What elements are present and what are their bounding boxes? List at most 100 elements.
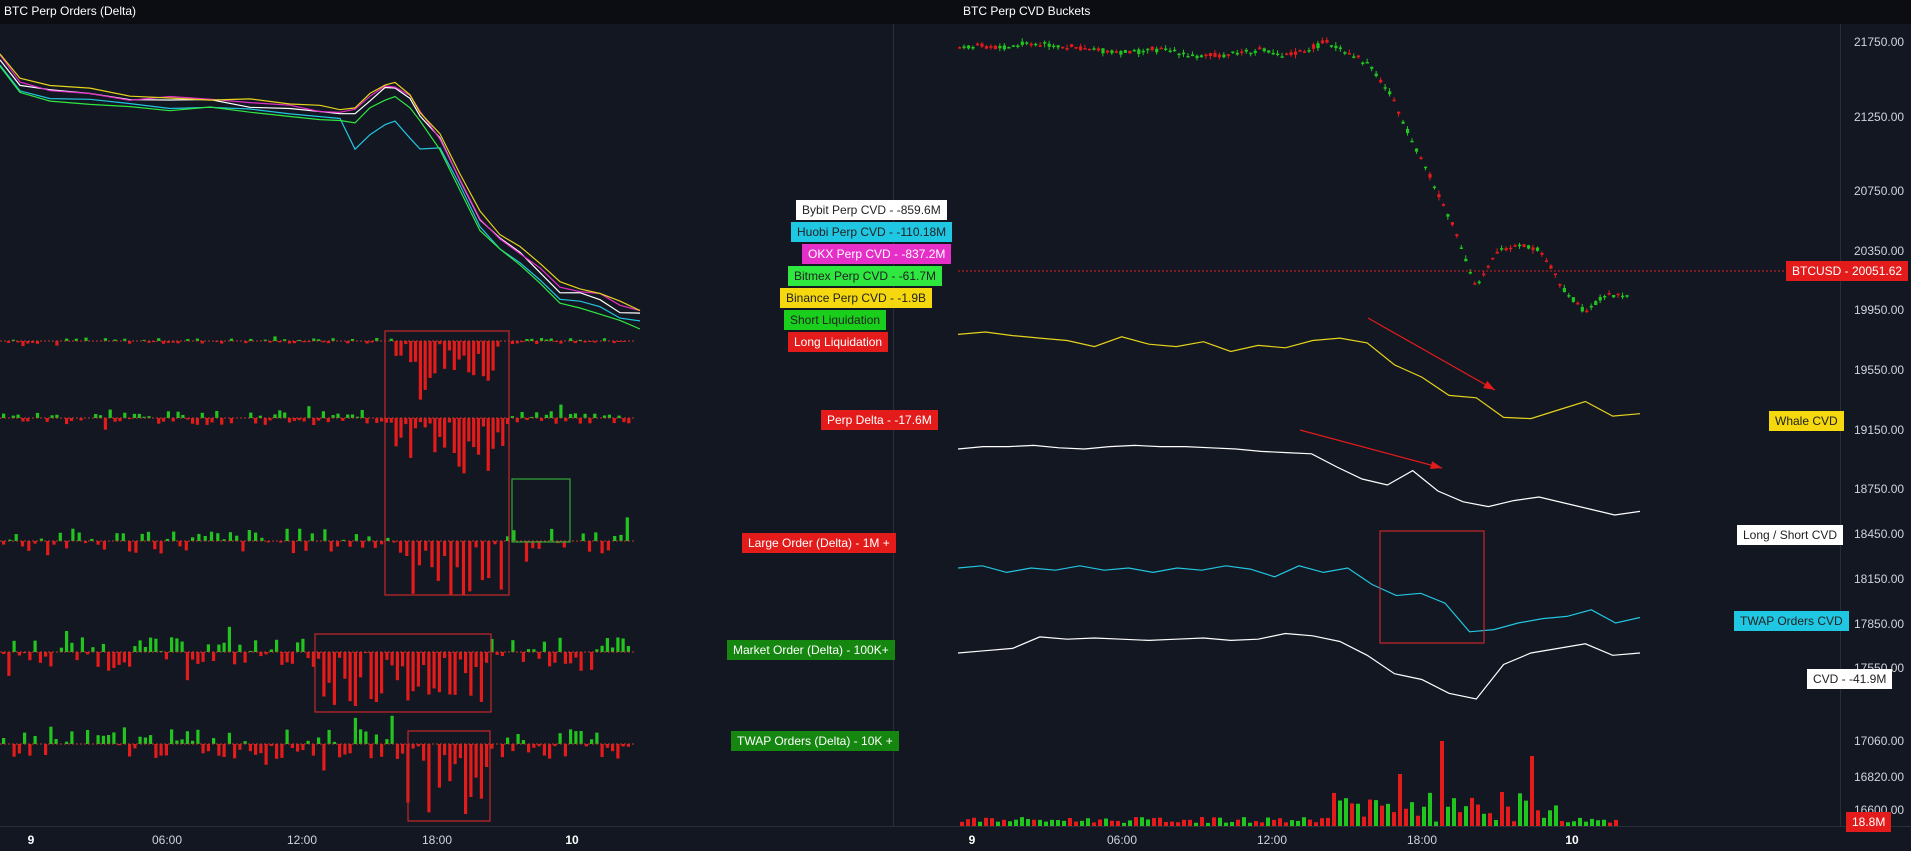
left-time-tick-label: 18:00	[421, 833, 453, 847]
candle-body	[1392, 99, 1396, 102]
histogram-bar	[296, 744, 300, 752]
candle-body	[989, 46, 993, 48]
histogram-bar	[544, 414, 548, 418]
histogram-bar	[542, 744, 546, 756]
volume-bar	[1320, 818, 1324, 826]
histogram-bar	[346, 341, 350, 344]
candle-body	[1164, 48, 1168, 50]
candle-body	[1217, 54, 1222, 58]
histogram-bar	[186, 418, 190, 420]
candle-body	[1307, 50, 1311, 52]
histogram-bar	[254, 640, 258, 652]
histogram-bar	[304, 541, 308, 551]
candle-body	[1105, 50, 1110, 53]
candle-body	[1190, 54, 1195, 57]
time-axis[interactable]	[0, 826, 1911, 851]
volume-bar	[1470, 797, 1474, 826]
candle-body	[1450, 222, 1454, 225]
candle-body	[1388, 91, 1392, 95]
candle-body	[1289, 52, 1293, 56]
volume-bar	[1014, 819, 1018, 826]
histogram-bar	[581, 533, 585, 541]
histogram-bar	[321, 341, 325, 343]
histogram-bar	[278, 410, 282, 418]
histogram-bar	[611, 647, 615, 652]
histogram-bar	[573, 341, 577, 344]
candle-body	[1016, 45, 1020, 48]
histogram-bar	[20, 541, 25, 547]
histogram-bar	[38, 652, 42, 663]
histogram-bar	[418, 418, 422, 423]
price-axis[interactable]	[1840, 24, 1911, 826]
histogram-bar	[138, 736, 142, 744]
histogram-bar	[422, 652, 426, 665]
histogram-bar	[479, 744, 483, 799]
candle-body	[1253, 50, 1257, 54]
candle-body	[1423, 166, 1428, 169]
histogram-bar	[171, 418, 175, 422]
candle-body	[1567, 295, 1571, 297]
histogram-bar	[170, 729, 174, 744]
histogram-bar	[285, 729, 289, 744]
histogram-bar	[355, 416, 359, 418]
histogram-bar	[600, 645, 604, 652]
volume-bar	[1278, 818, 1282, 826]
histogram-bar	[161, 418, 166, 422]
histogram-bar	[327, 729, 331, 744]
histogram-bar	[506, 418, 510, 425]
histogram-bar	[364, 731, 368, 744]
histogram-bar	[8, 539, 12, 541]
histogram-bar	[108, 409, 112, 418]
volume-bar	[1032, 819, 1036, 826]
histogram-bar	[569, 338, 573, 341]
histogram-bar	[469, 744, 473, 797]
histogram-bar	[233, 652, 237, 665]
histogram-bar	[278, 341, 282, 343]
volume-bar	[1548, 810, 1552, 826]
trend-arrow-long-short	[1299, 429, 1443, 469]
histogram-bar	[452, 341, 456, 370]
volume-bar	[1302, 817, 1306, 826]
candle-body	[1025, 42, 1029, 44]
histogram-bar	[326, 341, 330, 344]
volume-bar	[1368, 799, 1372, 826]
histogram-bar	[195, 418, 199, 425]
histogram-bar	[617, 341, 621, 342]
histogram-bar	[115, 533, 119, 541]
histogram-bar	[593, 413, 597, 418]
histogram-bar	[537, 744, 541, 747]
candle-body	[1338, 47, 1342, 49]
candle-body	[1500, 248, 1504, 250]
histogram-bar	[563, 744, 567, 757]
volume-bar	[1590, 818, 1594, 826]
histogram-bar	[554, 418, 558, 424]
histogram-bar	[196, 652, 200, 664]
histogram-bar	[612, 341, 616, 344]
histogram-bar	[448, 744, 452, 782]
volume-bar	[1128, 820, 1132, 826]
highlight-box-market	[314, 633, 492, 713]
histogram-bar	[600, 541, 604, 554]
histogram-bar	[343, 744, 347, 755]
histogram-bar	[353, 717, 357, 744]
legend-item-6: Long Liquidation	[788, 332, 889, 352]
volume-bar	[1410, 802, 1414, 826]
histogram-bar	[102, 541, 106, 550]
histogram-bar	[593, 341, 597, 343]
candle-body	[1432, 186, 1437, 189]
candle-body	[1168, 50, 1172, 52]
histogram-bar	[602, 415, 607, 418]
histogram-bar	[583, 341, 587, 343]
candle-body	[1298, 50, 1302, 52]
histogram-bar	[128, 652, 132, 667]
histogram-bar	[327, 652, 331, 683]
histogram-bar	[16, 414, 20, 418]
candle-body	[1585, 310, 1589, 313]
histogram-bar	[75, 652, 79, 661]
histogram-bar	[229, 338, 233, 341]
histogram-bar	[90, 538, 94, 541]
histogram-bar	[200, 412, 204, 418]
volume-bar	[1206, 822, 1210, 826]
volume-bar	[1236, 819, 1240, 826]
